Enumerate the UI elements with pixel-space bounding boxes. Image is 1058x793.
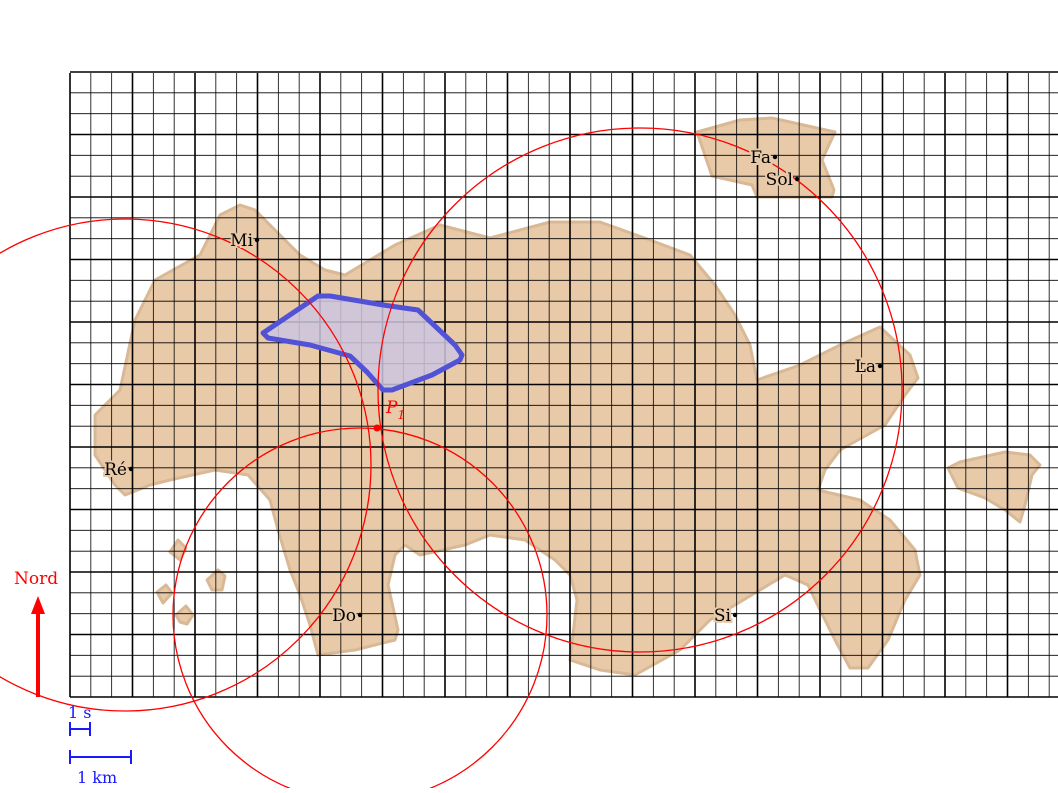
distance-circles (0, 127, 903, 788)
small-islet-1 (168, 538, 188, 562)
scale-bars (69, 722, 132, 764)
circle-from-mi (377, 127, 903, 653)
city-label: Mi (230, 231, 253, 251)
city-la: La (853, 355, 883, 379)
distance-scale-label: 1 km (77, 768, 117, 787)
time-scale-label: 1 s (68, 703, 91, 722)
city-dot (772, 154, 778, 160)
city-dot (794, 176, 800, 182)
city-label: Fa (750, 148, 771, 168)
north-arrow: Nord (14, 569, 58, 697)
city-fa: Fa (748, 146, 778, 170)
circle-from-re (0, 218, 372, 712)
candidate-region (260, 293, 465, 393)
north-islet (695, 116, 837, 199)
coordinate-grid (69, 71, 1058, 698)
small-islet-4 (174, 604, 195, 626)
city-label: Sol (766, 170, 793, 190)
city-si: Si (712, 604, 738, 628)
point-p1-label: P1 (385, 398, 405, 422)
circle-from-do (172, 427, 548, 788)
city-dot (254, 237, 260, 243)
city-mi: Mi (228, 229, 260, 253)
city-label: Si (714, 606, 732, 626)
small-islet-3 (155, 583, 174, 605)
north-label: Nord (14, 569, 58, 589)
city-sol: Sol (764, 168, 800, 192)
city-label: La (855, 357, 876, 377)
city-dot (357, 612, 363, 618)
city-dot (732, 612, 738, 618)
point-p1-marker (373, 424, 381, 432)
city-label: Do (332, 606, 356, 626)
city-label: Ré (104, 460, 127, 480)
east-islet (946, 450, 1042, 524)
city-do: Do (330, 604, 363, 628)
city-dot (877, 363, 883, 369)
city-ré: Ré (102, 458, 134, 482)
city-dot (128, 466, 134, 472)
